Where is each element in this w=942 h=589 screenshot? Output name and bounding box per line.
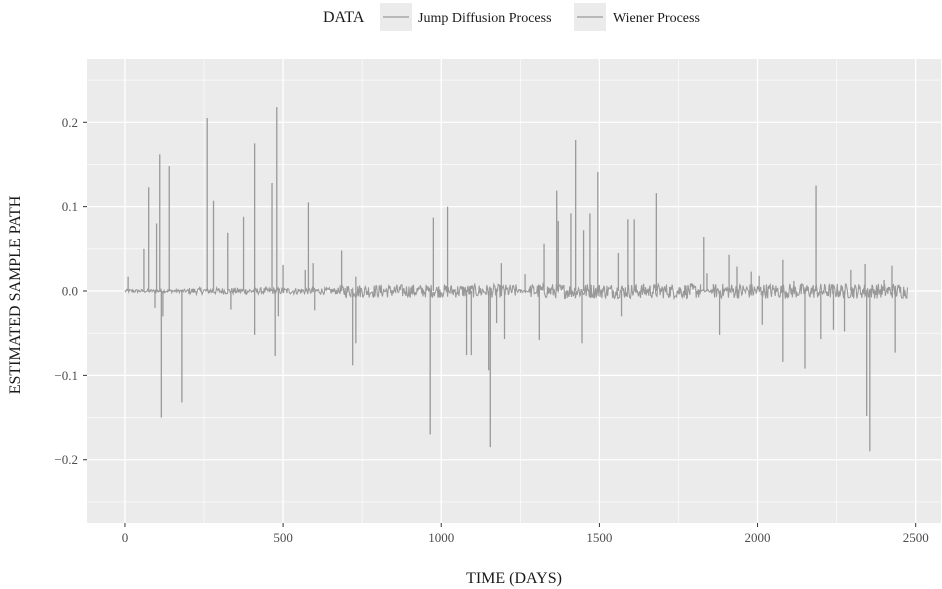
x-tick-label: 0 (122, 530, 129, 545)
y-tick-label: −0.2 (54, 452, 78, 467)
y-axis-title: ESTIMATED SAMPLE PATH (7, 195, 24, 394)
legend-label-jump: Jump Diffusion Process (418, 11, 552, 26)
y-axis: −0.2 −0.1 0.0 0.1 0.2 (54, 115, 87, 467)
x-tick-label: 1500 (586, 530, 612, 545)
x-tick-label: 500 (273, 530, 293, 545)
legend: DATA Jump Diffusion Process Wiener Proce… (323, 3, 700, 31)
x-axis-title: TIME (DAYS) (466, 570, 562, 587)
y-tick-label: −0.1 (54, 368, 78, 383)
series-line-wiener-process (124, 281, 909, 301)
x-tick-label: 1000 (428, 530, 454, 545)
x-tick-label: 2500 (903, 530, 929, 545)
legend-title: DATA (323, 9, 365, 26)
legend-label-wiener: Wiener Process (613, 11, 700, 26)
series-layer (124, 107, 909, 452)
y-tick-label: 0.2 (62, 115, 78, 130)
y-tick-label: 0.0 (62, 284, 78, 299)
x-tick-label: 2000 (745, 530, 771, 545)
x-axis: 0 500 1000 1500 2000 2500 (122, 523, 929, 545)
y-tick-label: 0.1 (62, 199, 78, 214)
